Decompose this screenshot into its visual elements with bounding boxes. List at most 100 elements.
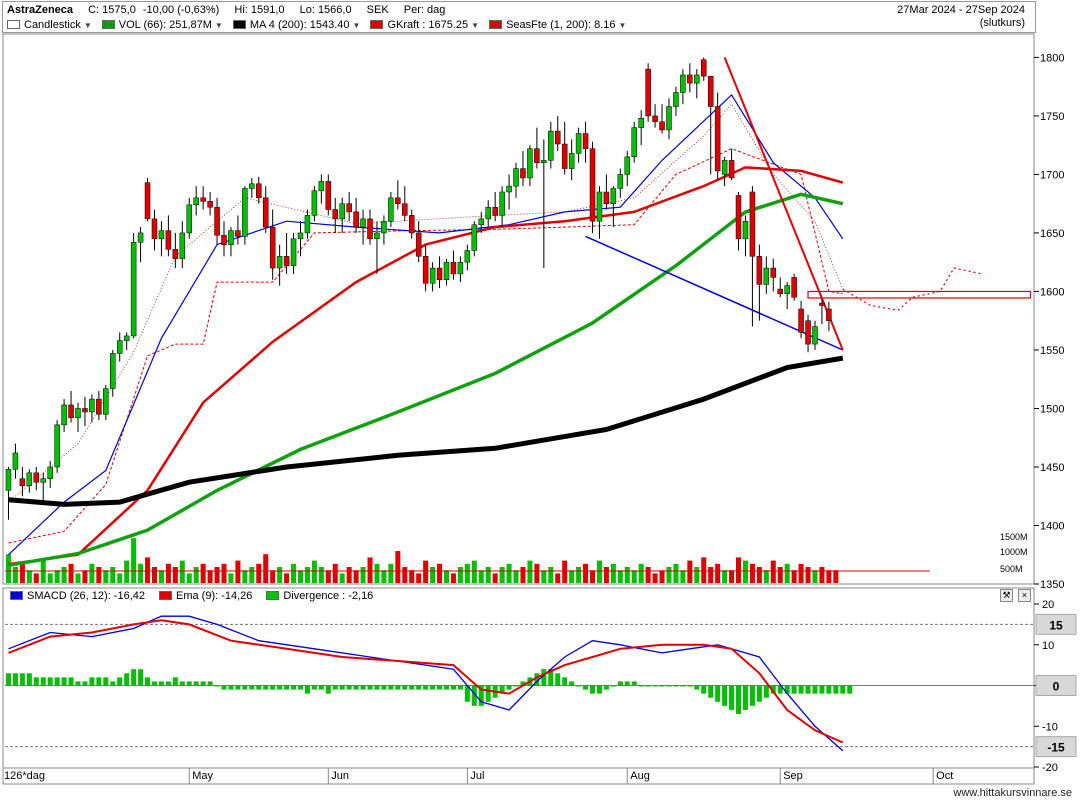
legend-swatch: [7, 20, 20, 29]
divergence-bar: [402, 685, 408, 690]
volume-bar: [263, 554, 269, 583]
candle-body: [374, 232, 380, 240]
macd_legend-item-0[interactable]: SMACD (26, 12): -16,42: [10, 590, 145, 602]
volume-bar: [61, 567, 67, 583]
candle-body: [471, 224, 478, 251]
legend-item-3[interactable]: GKraft : 1675.25 ▼: [370, 19, 479, 31]
candle-body: [12, 452, 19, 470]
candle-body: [436, 267, 443, 280]
candle-body: [777, 288, 783, 295]
volume-bar: [54, 570, 60, 583]
dropdown-arrow-icon[interactable]: ▼: [214, 21, 223, 30]
volume-bar: [103, 570, 109, 583]
legend-item-4[interactable]: SeasFte (1, 200): 8.16 ▼: [489, 19, 626, 31]
macd_legend-item-1[interactable]: Ema (9): -14,26: [159, 590, 252, 602]
volume-bar: [179, 560, 185, 583]
month-label: May: [192, 770, 213, 782]
divergence-bar: [784, 685, 790, 694]
volume-bar: [812, 570, 818, 583]
candle-body: [165, 230, 172, 250]
volume-bar: [506, 563, 512, 583]
volume-tick-label: 1000M: [1000, 547, 1028, 557]
divergence-bar: [193, 681, 199, 686]
volume-bar: [777, 567, 783, 583]
volume-bar: [673, 563, 679, 583]
divergence-bar: [742, 685, 748, 710]
volume-bar: [576, 567, 582, 583]
candle-body: [819, 302, 825, 306]
price-tick-label: 1700: [1040, 169, 1064, 181]
panel-close-icon[interactable]: ×: [1018, 589, 1031, 602]
macd-panel-frame: [2, 587, 1035, 769]
divergence-bar: [325, 685, 331, 694]
divergence-bar: [749, 685, 755, 706]
divergence-bar: [722, 685, 728, 706]
divergence-bar: [395, 685, 401, 690]
volume-bar: [332, 563, 338, 583]
candle-body: [714, 106, 721, 172]
divergence-bar: [117, 677, 123, 686]
candle-body: [666, 106, 672, 131]
volume-bar: [416, 573, 422, 583]
volume-bar: [492, 573, 498, 583]
divergence-bar: [464, 685, 470, 702]
divergence-bar: [471, 685, 477, 706]
candle-body: [610, 188, 617, 204]
dropdown-arrow-icon[interactable]: ▼: [471, 21, 480, 30]
divergence-bar: [576, 685, 582, 687]
candle-body: [214, 206, 220, 236]
dropdown-arrow-icon[interactable]: ▼: [83, 21, 92, 30]
settings-wrench-icon[interactable]: ⚒: [1000, 589, 1013, 602]
volume-bar: [583, 563, 589, 583]
candle-body: [450, 261, 457, 275]
volume-bar: [12, 567, 18, 583]
divergence-bar: [103, 677, 109, 686]
divergence-bar: [812, 685, 818, 694]
volume-bar: [26, 570, 32, 583]
candle-body: [130, 242, 137, 337]
volume-bar: [701, 557, 707, 583]
candle-body: [172, 249, 179, 259]
divergence-bar: [819, 685, 825, 694]
candle-body: [256, 183, 262, 199]
seasonal-forecast-line: [842, 267, 983, 311]
red-ma-line: [8, 166, 844, 566]
volume-bar: [297, 570, 303, 583]
volume-bar: [499, 567, 505, 583]
close-value: C: 1575,0: [88, 4, 136, 16]
price-tick-label: 1500: [1040, 403, 1064, 415]
divergence-bar: [687, 685, 693, 687]
legend-item-2[interactable]: MA 4 (200): 1543.40 ▼: [232, 19, 361, 31]
candle-body: [617, 174, 624, 189]
volume-tick-label: 1500M: [1000, 532, 1028, 542]
ma4-200-line: [8, 355, 844, 507]
divergence-bar: [562, 677, 568, 686]
divergence-bar: [610, 685, 616, 687]
volume-bar: [311, 560, 317, 583]
volume-bar: [110, 567, 116, 583]
date-range: 27Mar 2024 - 27Sep 2024: [897, 4, 1025, 16]
candle-body: [228, 230, 234, 245]
candle-body: [367, 218, 373, 240]
candle-body: [492, 206, 498, 216]
legend-item-0[interactable]: Candlestick ▼: [7, 19, 92, 31]
volume-bar: [624, 567, 630, 583]
volume-bar: [770, 560, 776, 583]
macd_legend-item-2[interactable]: Divergence : -2,16: [266, 590, 373, 602]
dropdown-arrow-icon[interactable]: ▼: [618, 21, 627, 30]
volume-bar: [291, 563, 297, 583]
divergence-bar: [583, 685, 589, 690]
candle-body: [541, 160, 547, 163]
macd-level-box: [1035, 675, 1077, 696]
volume-bar: [249, 567, 255, 583]
month-label: Sep: [783, 770, 803, 782]
legend-item-1[interactable]: VOL (66): 251,87M ▼: [101, 19, 223, 31]
candle-body: [700, 59, 707, 77]
divergence-bar: [603, 685, 609, 690]
quote-row: AstraZeneca C: 1575,0 -10,00 (-0,63%) Hi…: [7, 4, 457, 16]
dropdown-arrow-icon[interactable]: ▼: [352, 21, 361, 30]
volume-bar: [228, 573, 234, 583]
volume-bar: [200, 563, 206, 583]
volume-bar: [590, 570, 596, 583]
